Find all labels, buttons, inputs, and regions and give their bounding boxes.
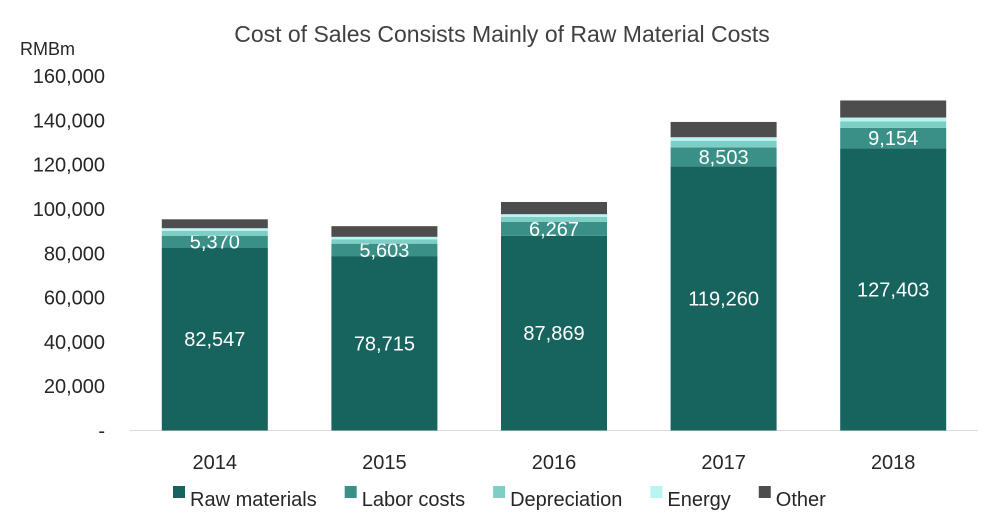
bar-segment-labor-costs: [331, 243, 438, 257]
x-tick-label: 2015: [362, 452, 407, 474]
bar-segment-labor-costs: [670, 147, 777, 167]
legend-item-energy: Energy: [650, 486, 731, 511]
legend-swatch: [173, 486, 185, 498]
x-tick-label: 2018: [871, 452, 916, 474]
y-tick-label: 60,000: [44, 288, 105, 310]
x-tick-label: 2017: [701, 452, 746, 474]
legend-swatch: [758, 486, 771, 498]
x-tick-label: 2016: [532, 452, 577, 474]
data-label: 9,154: [868, 128, 918, 150]
bar-segment-raw-materials: [331, 256, 438, 431]
legend-item-raw-materials: Raw materials: [173, 486, 317, 511]
data-label: 82,547: [184, 329, 245, 351]
y-tick-label: 140,000: [33, 110, 105, 132]
bar-segment-depreciation: [840, 121, 947, 128]
legend-swatch: [650, 486, 663, 498]
y-tick-label: 20,000: [44, 376, 105, 398]
data-label: 119,260: [688, 288, 759, 310]
bar-segment-raw-materials: [670, 166, 777, 431]
y-axis-ticks: - 20,000 40,000 60,000 80,000 100,000 120,000 1…: [33, 66, 105, 443]
bar-stack-2014: 82,547 5,370: [161, 219, 268, 431]
data-label: 127,403: [857, 279, 929, 301]
data-label: 5,370: [190, 232, 240, 254]
bar-segment-other: [161, 219, 268, 229]
legend-item-other: Other: [758, 486, 826, 511]
y-tick-label: 100,000: [33, 199, 105, 221]
y-tick-label: 40,000: [44, 332, 105, 354]
bar-segment-energy: [331, 236, 438, 240]
bar-segment-depreciation: [501, 216, 607, 222]
bar-segment-other: [331, 226, 438, 237]
x-axis-ticks: 2014 2015 2016 2017 2018: [193, 452, 916, 474]
bar-segment-labor-costs: [161, 235, 268, 248]
y-tick-label: -: [98, 421, 105, 443]
legend-swatch: [344, 486, 357, 498]
legend-item-labor-costs: Labor costs: [344, 486, 465, 511]
bar-segment-raw-materials: [161, 247, 268, 431]
legend: Raw materials Labor costs Depreciation Ener…: [173, 486, 826, 511]
y-tick-label: 160,000: [33, 66, 105, 88]
bar-segment-energy: [670, 137, 777, 141]
bar-segment-other: [670, 121, 777, 138]
y-axis-unit-label: RMBm: [20, 39, 75, 59]
bar-segment-other: [501, 201, 607, 215]
bar-segment-raw-materials: [501, 235, 607, 431]
legend-label: Other: [776, 489, 826, 511]
legend-swatch: [493, 486, 506, 498]
bar-segment-labor-costs: [840, 127, 947, 149]
data-label: 8,503: [699, 147, 749, 169]
data-label: 6,267: [529, 219, 579, 241]
bar-segment-depreciation: [161, 230, 268, 236]
bar-segment-depreciation: [331, 239, 438, 244]
legend-item-depreciation: Depreciation: [493, 486, 622, 511]
legend-label: Raw materials: [190, 489, 317, 511]
bar-segment-energy: [840, 117, 947, 122]
bar-groups: 82,547 5,370 78,715 5,603 87,869 6,267 119,260…: [161, 100, 947, 431]
bar-stack-2017: 119,260 8,503: [670, 121, 777, 431]
chart-title: Cost of Sales Consists Mainly of Raw Mat…: [234, 21, 770, 47]
bar-segment-depreciation: [670, 140, 777, 148]
bar-segment-labor-costs: [501, 221, 607, 236]
y-tick-label: 120,000: [33, 155, 105, 177]
data-label: 78,715: [354, 333, 415, 355]
y-tick-label: 80,000: [44, 243, 105, 265]
legend-label: Labor costs: [362, 489, 465, 511]
bar-segment-raw-materials: [840, 148, 947, 431]
bar-stack-2016: 87,869 6,267: [501, 201, 607, 431]
bar-segment-other: [840, 100, 947, 118]
bar-stack-2018: 127,403 9,154: [840, 100, 947, 431]
bar-segment-energy: [161, 228, 268, 231]
bar-stack-2015: 78,715 5,603: [331, 226, 438, 431]
legend-label: Energy: [667, 489, 730, 511]
x-tick-label: 2014: [193, 452, 238, 474]
data-label: 5,603: [359, 240, 409, 262]
bar-segment-energy: [501, 214, 607, 217]
legend-label: Depreciation: [510, 489, 622, 511]
data-label: 87,869: [523, 323, 584, 345]
